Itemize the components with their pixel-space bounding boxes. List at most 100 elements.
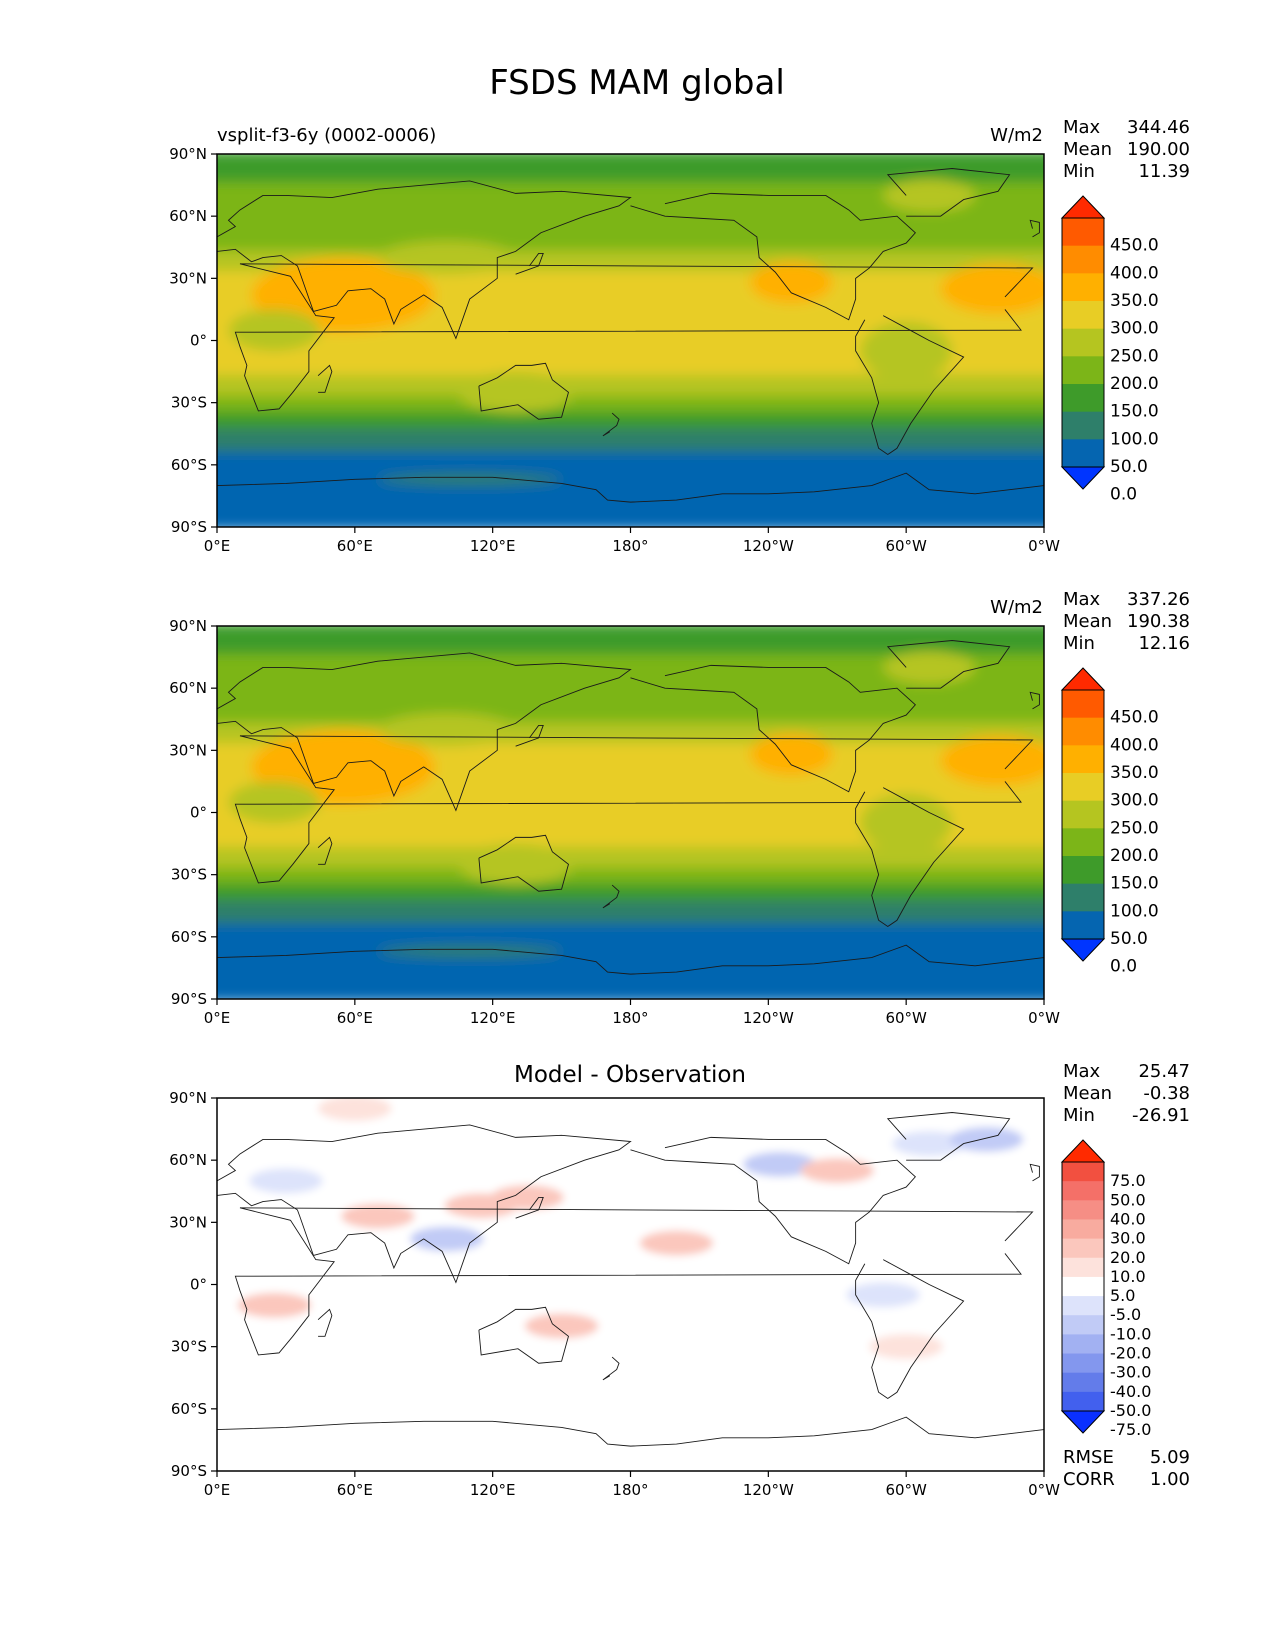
colorbar-label: 350.0 [1110, 763, 1159, 783]
diff-anomaly [524, 1313, 599, 1339]
field-feature [377, 473, 562, 486]
coastline [515, 725, 544, 747]
panel-3-coastlines [217, 1112, 1044, 1447]
diff-anomaly [318, 1098, 392, 1121]
panel-2: W/m2 0°E 60°E 120°E 180° 120°W 60°W 0°W 90°N 60°… [169, 589, 1190, 1027]
field-band [217, 451, 1044, 527]
colorbar-segment [1062, 883, 1104, 912]
coastline [515, 1197, 544, 1219]
colorbar-label: 5.0 [1110, 1286, 1135, 1305]
stat-label: Min [1063, 1105, 1095, 1126]
colorbar-segment [1062, 1219, 1104, 1240]
colorbar-label: 200.0 [1110, 374, 1159, 394]
stat-label: Mean [1063, 139, 1112, 160]
lon-tick-label: 120°W [743, 537, 794, 555]
lat-tick-label: 60°S [171, 456, 207, 474]
field-feature [228, 781, 321, 823]
coastline [478, 362, 569, 420]
coastline [855, 1259, 965, 1400]
stat-value: 11.39 [1138, 161, 1190, 182]
colorbar-label: 75.0 [1110, 1171, 1146, 1190]
coastline [630, 664, 916, 793]
panel-3-field [217, 1098, 1044, 1471]
diff-anomaly [949, 1127, 1024, 1152]
lon-tick-label: 0°E [204, 537, 231, 555]
colorbar-label: 30.0 [1110, 1229, 1146, 1248]
lon-tick-label: 120°W [743, 1481, 794, 1499]
panel-2-field [217, 626, 1044, 999]
colorbar-segment [1062, 1296, 1104, 1316]
colorbar-label: 0.0 [1110, 485, 1137, 505]
panel-1-units: W/m2 [990, 125, 1043, 146]
coastline [602, 1356, 620, 1381]
colorbar-label: 20.0 [1110, 1248, 1146, 1267]
lon-tick-label: 120°E [470, 537, 516, 555]
lat-tick-label: 90°S [171, 518, 207, 536]
lat-tick-label: 30°S [171, 866, 207, 884]
colorbar-segment [1062, 439, 1104, 468]
stat-value: 25.47 [1138, 1061, 1190, 1082]
stat-value: -26.91 [1132, 1105, 1190, 1126]
panel-3-stats: Max 25.47 Mean -0.38 Min -26.91 [1063, 1061, 1190, 1126]
panel-1-subtitle: vsplit-f3-6y (0002-0006) [217, 125, 436, 146]
panel-3-title: Model - Observation [514, 1062, 746, 1088]
lon-tick-label: 0°E [204, 1009, 231, 1027]
stat-value: -0.38 [1143, 1083, 1190, 1104]
stat-value: 344.46 [1127, 117, 1190, 138]
coastline [217, 472, 1044, 503]
field-feature [458, 843, 574, 886]
panel-1-map [217, 154, 1044, 527]
colorbar-segment [1062, 1353, 1104, 1374]
colorbar-segment [1062, 1315, 1104, 1335]
colorbar-label: 400.0 [1110, 263, 1159, 283]
field-feature [377, 945, 562, 958]
field-feature [940, 735, 1044, 786]
panel-3-error-stats: RMSE 5.09 CORR 1.00 [1063, 1447, 1190, 1490]
lat-tick-label: 0° [190, 332, 207, 350]
lon-tick-label: 0°W [1028, 1481, 1060, 1499]
colorbar-label: 50.0 [1110, 1190, 1146, 1209]
field-feature [940, 263, 1044, 314]
lat-tick-label: 30°S [171, 394, 207, 412]
colorbar-outline [1061, 689, 1105, 940]
colorbar-label: -10.0 [1110, 1324, 1151, 1343]
lon-tick-label: 180° [612, 1481, 648, 1499]
field-feature [749, 733, 833, 776]
colorbar-label: 50.0 [1110, 457, 1148, 477]
panel-2-colorbar: 450.0 400.0 350.0 300.0 250.0 200.0 150.0 100.0… [1060, 667, 1159, 977]
colorbar-segment [1062, 773, 1104, 802]
lon-tick-label: 60°W [885, 1481, 927, 1499]
colorbar-segment [1062, 328, 1104, 357]
colorbar-segment [1062, 1181, 1104, 1201]
panel-1: vsplit-f3-6y (0002-0006) W/m2 0°E 60°E 120… [169, 117, 1190, 555]
colorbar-label: 300.0 [1110, 319, 1159, 339]
lon-tick-label: 60°E [337, 537, 373, 555]
coastline [217, 1416, 1044, 1447]
colorbar-segment [1062, 218, 1104, 247]
field-band [217, 923, 1044, 999]
coastline [317, 1308, 333, 1337]
colorbar-extend-min [1060, 466, 1106, 490]
colorbar-label: 10.0 [1110, 1267, 1146, 1286]
field-feature [883, 178, 976, 213]
colorbar-label: 100.0 [1110, 429, 1159, 449]
colorbar-segment [1062, 301, 1104, 330]
colorbar-segment [1062, 1200, 1104, 1220]
colorbar-segment [1062, 245, 1104, 274]
figure-title: FSDS MAM global [489, 63, 785, 103]
lat-tick-label: 60°N [169, 1151, 207, 1169]
lat-tick-label: 30°N [169, 1213, 207, 1231]
lon-tick-label: 120°E [470, 1009, 516, 1027]
lat-tick-label: 90°N [169, 617, 207, 635]
colorbar-segment [1062, 745, 1104, 774]
field-feature [228, 309, 321, 351]
lon-tick-label: 180° [612, 1009, 648, 1027]
colorbar-label: 100.0 [1110, 901, 1159, 921]
lon-tick-label: 0°E [204, 1481, 231, 1499]
lat-tick-label: 60°S [171, 928, 207, 946]
colorbar-label: -75.0 [1110, 1420, 1151, 1439]
coastline [855, 315, 965, 456]
diff-anomaly [237, 1292, 312, 1318]
panel-2-stats: Max 337.26 Mean 190.38 Min 12.16 [1063, 589, 1190, 654]
